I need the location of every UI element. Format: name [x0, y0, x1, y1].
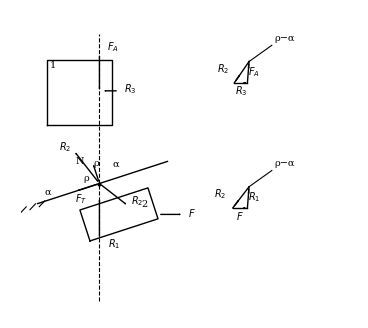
Text: ρ−α: ρ−α: [275, 159, 295, 169]
Text: $R_1$: $R_1$: [248, 191, 260, 204]
Text: $R_2$: $R_2$: [59, 140, 71, 154]
Text: $R_3$: $R_3$: [124, 82, 137, 96]
Text: $F_A$: $F_A$: [107, 40, 118, 54]
Text: ρ: ρ: [93, 159, 99, 169]
Text: N: N: [75, 157, 84, 166]
Text: $F$: $F$: [188, 207, 196, 219]
Text: $R_2$: $R_2$: [217, 62, 229, 76]
Text: $F_T$: $F_T$: [75, 192, 87, 206]
Text: $R_2$: $R_2$: [131, 195, 143, 208]
Text: 1: 1: [50, 61, 56, 70]
Text: $R_3$: $R_3$: [235, 84, 247, 98]
Text: 2: 2: [142, 200, 148, 209]
Text: $R_2$: $R_2$: [214, 187, 227, 201]
Text: ρ−α: ρ−α: [275, 34, 295, 43]
Text: ρ: ρ: [84, 174, 89, 183]
Text: α: α: [44, 188, 51, 197]
Text: α: α: [112, 159, 119, 169]
Text: $R_1$: $R_1$: [108, 237, 120, 251]
Text: $F_A$: $F_A$: [248, 65, 260, 79]
Text: $F$: $F$: [236, 210, 244, 222]
